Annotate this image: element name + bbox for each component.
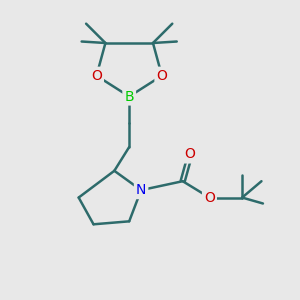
Text: O: O [91,69,102,83]
Text: O: O [185,148,196,161]
Text: N: N [136,183,146,197]
Text: B: B [124,89,134,103]
Text: O: O [157,69,167,83]
Text: O: O [204,190,215,205]
